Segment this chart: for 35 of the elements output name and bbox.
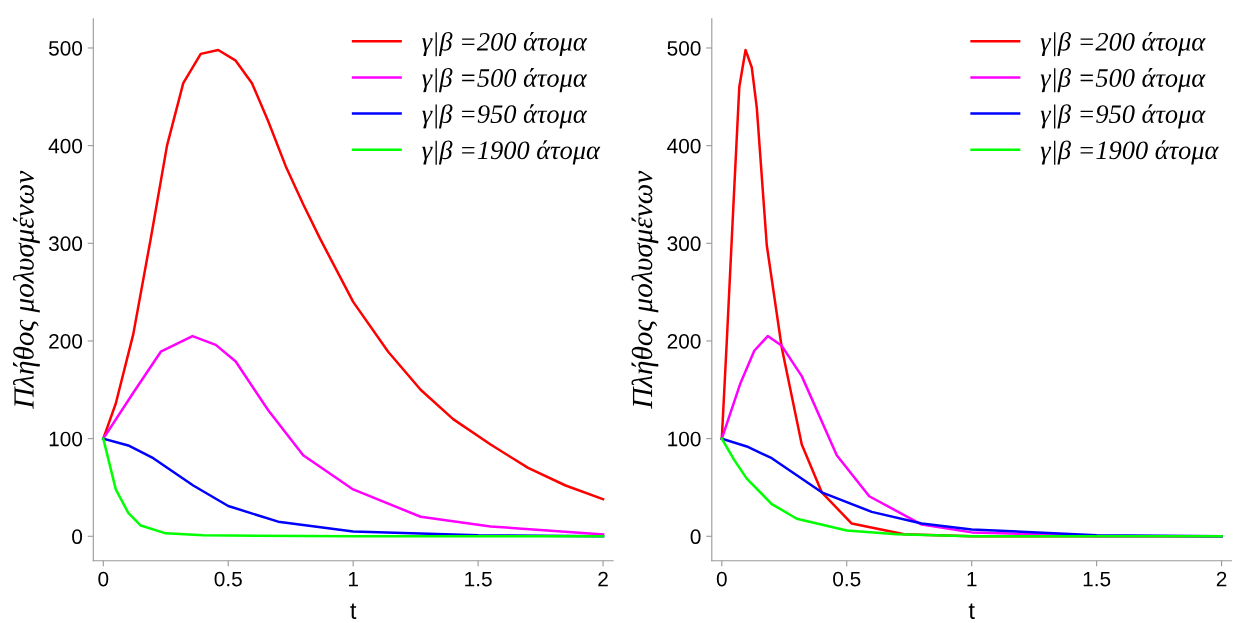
legend-label: γ|β =1900 άτομα — [1040, 140, 1219, 165]
legend-label: γ|β =950 άτομα — [422, 104, 588, 129]
x-tick-label: 1.5 — [1083, 571, 1111, 587]
line-series — [102, 334, 605, 536]
y-tick-label: 400 — [667, 138, 701, 154]
y-tick-label: 0 — [72, 529, 83, 545]
y-tick-label: 200 — [49, 333, 83, 349]
x-tick-label: 1.5 — [465, 571, 492, 587]
x-axis-title: t — [350, 603, 357, 619]
y-tick-label: 500 — [48, 40, 83, 56]
x-tick-label: 1 — [348, 571, 358, 587]
x-tick-label: 0.5 — [833, 571, 861, 587]
legend-label: γ|β =200 άτομα — [422, 31, 588, 57]
x-tick-label: 0 — [716, 571, 727, 587]
y-axis-title: Πλήθος μολυσμένων — [631, 170, 659, 409]
y-axis-title: Πλήθος μολυσμένων — [13, 170, 40, 409]
legend-label: γ|β =200 άτομα — [1040, 31, 1206, 57]
x-tick-label: 0 — [98, 571, 109, 587]
y-tick-label: 400 — [48, 138, 83, 154]
x-tick-label: 0.5 — [214, 571, 242, 587]
y-tick-label: 100 — [49, 431, 83, 447]
y-tick-label: 300 — [48, 236, 83, 252]
x-tick-label: 2 — [1216, 571, 1227, 587]
y-tick-label: 100 — [668, 431, 701, 447]
legend-label: γ|β =1900 άτομα — [422, 140, 601, 165]
y-tick-label: 500 — [667, 40, 701, 56]
legend-label: γ|β =950 άτομα — [1040, 104, 1206, 129]
y-tick-label: 0 — [690, 529, 701, 545]
y-tick-label: 300 — [667, 236, 701, 252]
legend-label: γ|β =500 άτομα — [1040, 68, 1206, 93]
x-tick-label: 1 — [967, 571, 977, 587]
legend-label: γ|β =500 άτομα — [422, 68, 588, 93]
y-tick-label: 200 — [667, 333, 701, 349]
x-tick-label: 2 — [598, 571, 608, 587]
x-axis-title: t — [968, 603, 975, 619]
